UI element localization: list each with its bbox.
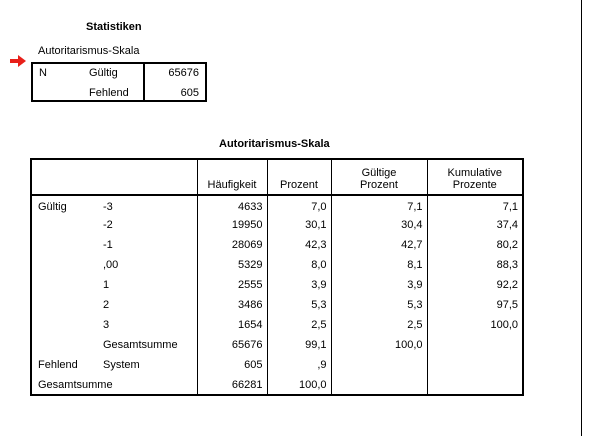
cell-haeufigkeit: 19950 xyxy=(196,215,267,235)
cell-prozent: 99,1 xyxy=(266,335,331,355)
cell-haeufigkeit: 2555 xyxy=(196,275,267,295)
cell-haeufigkeit: 605 xyxy=(196,355,267,375)
row-group-label xyxy=(31,275,97,295)
cell-kumulative-prozente: 7,1 xyxy=(426,195,523,215)
row-value-label: System xyxy=(103,359,140,371)
row-value-label: 3 xyxy=(103,319,110,331)
header-prozent-label: Prozent xyxy=(280,179,318,191)
table-row: -2 19950 30,1 30,4 37,4 xyxy=(31,215,523,235)
statistics-value-gueltig: 65676 xyxy=(168,67,199,79)
row-value-label: ,00 xyxy=(103,259,119,271)
row-group-label xyxy=(31,215,97,235)
cell-gueltige-prozent: 8,1 xyxy=(330,255,427,275)
frequency-table-header-row: Häufigkeit Prozent Gültige Prozent Kumula… xyxy=(31,159,523,196)
cell-prozent: 2,5 xyxy=(266,315,331,335)
row-value-label: 2 xyxy=(103,299,110,311)
statistics-row-label-n: N xyxy=(39,67,47,79)
header-prozent: Prozent xyxy=(266,159,331,196)
cell-gueltige-prozent xyxy=(330,375,427,395)
row-group-label: Fehlend xyxy=(38,359,78,371)
cell-haeufigkeit: 28069 xyxy=(196,235,267,255)
cell-prozent: ,9 xyxy=(266,355,331,375)
table-row: Gesamtsumme 66281 100,0 xyxy=(31,375,523,395)
cell-kumulative-prozente: 97,5 xyxy=(426,295,523,315)
header-gueltige-prozent: Gültige Prozent xyxy=(330,159,427,196)
cell-kumulative-prozente: 92,2 xyxy=(426,275,523,295)
row-value-label: 1 xyxy=(103,279,110,291)
statistics-row-label-fehlend: Fehlend xyxy=(89,87,129,99)
row-value-label: -3 xyxy=(103,200,113,213)
header-corner xyxy=(31,159,97,196)
row-value-label: -1 xyxy=(103,239,113,251)
cell-kumulative-prozente: 88,3 xyxy=(426,255,523,275)
cell-gueltige-prozent: 5,3 xyxy=(330,295,427,315)
table-row: Gesamtsumme 65676 99,1 100,0 xyxy=(31,335,523,355)
row-value-label: Gesamtsumme xyxy=(103,339,178,351)
pane-border xyxy=(581,0,582,436)
table-row: ,00 5329 8,0 8,1 88,3 xyxy=(31,255,523,275)
cell-haeufigkeit: 66281 xyxy=(196,375,267,395)
header-kumulative-prozente: Kumulative Prozente xyxy=(426,159,523,196)
row-group-label xyxy=(31,315,97,335)
header-gueltige-line2: Prozent xyxy=(360,179,398,191)
cell-haeufigkeit: 3486 xyxy=(196,295,267,315)
cell-prozent: 42,3 xyxy=(266,235,331,255)
statistics-table[interactable]: N Gültig 65676 Fehlend 605 xyxy=(31,62,207,102)
cell-kumulative-prozente xyxy=(426,335,523,355)
cell-gueltige-prozent: 42,7 xyxy=(330,235,427,255)
table-row: 3 1654 2,5 2,5 100,0 xyxy=(31,315,523,335)
header-haeufigkeit: Häufigkeit xyxy=(196,159,267,196)
red-arrow-icon xyxy=(10,55,26,67)
cell-gueltige-prozent: 30,4 xyxy=(330,215,427,235)
row-value-label: -2 xyxy=(103,219,113,231)
header-value-corner xyxy=(97,159,197,196)
cell-gueltige-prozent: 7,1 xyxy=(330,195,427,215)
row-group-label: Gesamtsumme xyxy=(38,378,113,391)
frequency-table[interactable]: Häufigkeit Prozent Gültige Prozent Kumula… xyxy=(30,158,524,396)
cell-haeufigkeit: 1654 xyxy=(196,315,267,335)
header-kumulative-line2: Prozente xyxy=(452,179,497,191)
header-kumulative-line1: Kumulative xyxy=(447,167,502,179)
cell-kumulative-prozente: 37,4 xyxy=(426,215,523,235)
cell-haeufigkeit: 4633 xyxy=(196,195,267,215)
frequency-table-title[interactable]: Autoritarismus-Skala xyxy=(219,138,330,150)
cell-kumulative-prozente: 80,2 xyxy=(426,235,523,255)
row-group-label xyxy=(31,335,97,355)
cell-prozent: 100,0 xyxy=(266,375,331,395)
cell-prozent: 7,0 xyxy=(266,195,331,215)
row-group-label xyxy=(31,235,97,255)
table-row: Gültig -3 4633 7,0 7,1 7,1 xyxy=(31,195,523,215)
statistics-variable-label: Autoritarismus-Skala xyxy=(38,45,140,57)
header-gueltige-line1: Gültige xyxy=(361,167,397,179)
cell-haeufigkeit: 5329 xyxy=(196,255,267,275)
frequency-table-body: Gültig -3 4633 7,0 7,1 7,1 -2 19950 30,1… xyxy=(31,195,523,395)
cell-kumulative-prozente xyxy=(426,355,523,375)
cell-gueltige-prozent: 100,0 xyxy=(330,335,427,355)
row-group-label xyxy=(31,295,97,315)
header-haeufigkeit-label: Häufigkeit xyxy=(207,179,257,191)
row-group-label xyxy=(31,255,97,275)
cell-prozent: 5,3 xyxy=(266,295,331,315)
statistics-row-label-gueltig: Gültig xyxy=(89,67,118,79)
cell-gueltige-prozent: 2,5 xyxy=(330,315,427,335)
table-row: 2 3486 5,3 5,3 97,5 xyxy=(31,295,523,315)
cell-gueltige-prozent: 3,9 xyxy=(330,275,427,295)
statistics-title[interactable]: Statistiken xyxy=(86,21,142,33)
cell-kumulative-prozente xyxy=(426,375,523,395)
cell-kumulative-prozente: 100,0 xyxy=(426,315,523,335)
cell-prozent: 3,9 xyxy=(266,275,331,295)
statistics-table-divider xyxy=(143,64,145,100)
statistics-value-fehlend: 605 xyxy=(180,87,199,99)
table-row: Fehlend System 605 ,9 xyxy=(31,355,523,375)
cell-gueltige-prozent xyxy=(330,355,427,375)
cell-prozent: 8,0 xyxy=(266,255,331,275)
cell-haeufigkeit: 65676 xyxy=(196,335,267,355)
table-row: 1 2555 3,9 3,9 92,2 xyxy=(31,275,523,295)
cell-prozent: 30,1 xyxy=(266,215,331,235)
row-group-label: Gültig xyxy=(38,200,67,213)
table-row: -1 28069 42,3 42,7 80,2 xyxy=(31,235,523,255)
